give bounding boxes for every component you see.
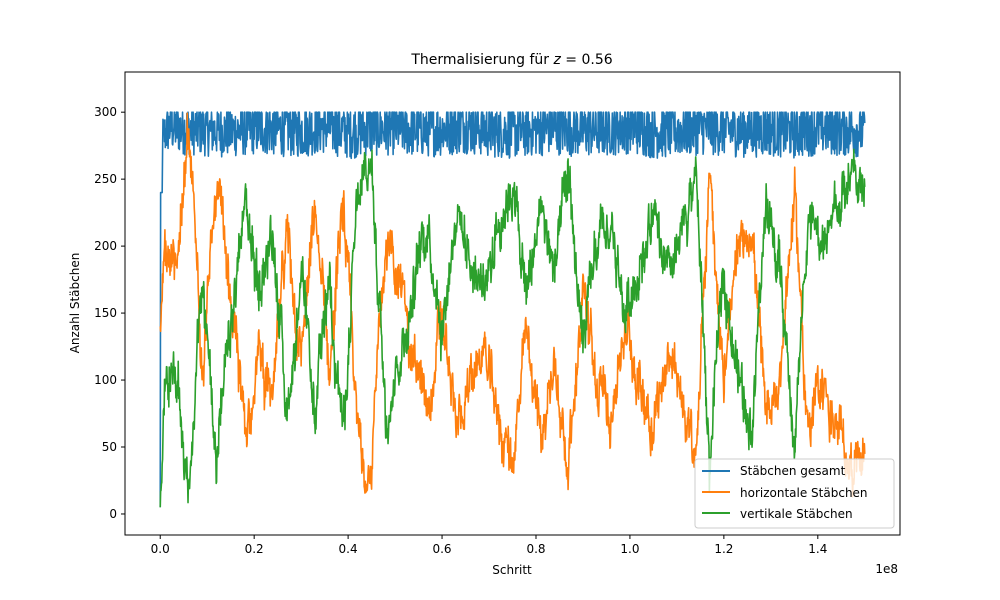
- x-tick-label: 1.4: [808, 542, 827, 556]
- x-tick-label: 1.0: [620, 542, 639, 556]
- y-tick-label: 300: [94, 105, 117, 119]
- series-layer: [159, 111, 866, 508]
- legend-label-vertical: vertikale Stäbchen: [740, 507, 853, 521]
- x-tick-label: 1.2: [714, 542, 733, 556]
- x-axis-label: Schritt: [492, 563, 532, 577]
- y-tick-label: 250: [94, 172, 117, 186]
- y-tick-label: 100: [94, 373, 117, 387]
- y-tick-label: 200: [94, 239, 117, 253]
- series-horizontal-line: [159, 112, 866, 498]
- y-tick-label: 0: [109, 507, 117, 521]
- legend: Stäbchen gesamt horizontale Stäbchen ver…: [694, 458, 895, 529]
- x-tick-label: 0.6: [432, 542, 451, 556]
- y-tick-label: 150: [94, 306, 117, 320]
- legend-label-total: Stäbchen gesamt: [740, 464, 846, 478]
- x-tick-label: 0.2: [245, 542, 264, 556]
- x-offset-text: 1e8: [875, 562, 898, 576]
- chart-title: Thermalisierung für z = 0.56: [410, 52, 612, 68]
- legend-box: [694, 458, 895, 529]
- series-vertical-line: [159, 148, 866, 508]
- legend-label-horizontal: horizontale Stäbchen: [740, 486, 868, 500]
- series-total-line: [159, 111, 866, 508]
- x-tick-label: 0.0: [151, 542, 170, 556]
- plot-frame: [124, 71, 901, 536]
- x-axis: 0.0 0.2 0.4 0.6 0.8 1.0 1.2 1.4: [151, 535, 827, 556]
- y-axis-label: Anzahl Stäbchen: [68, 253, 82, 354]
- y-tick-label: 50: [102, 440, 117, 454]
- y-axis: 0 50 100 150 200 250 300: [94, 105, 125, 521]
- x-tick-label: 0.8: [526, 542, 545, 556]
- x-tick-label: 0.4: [339, 542, 358, 556]
